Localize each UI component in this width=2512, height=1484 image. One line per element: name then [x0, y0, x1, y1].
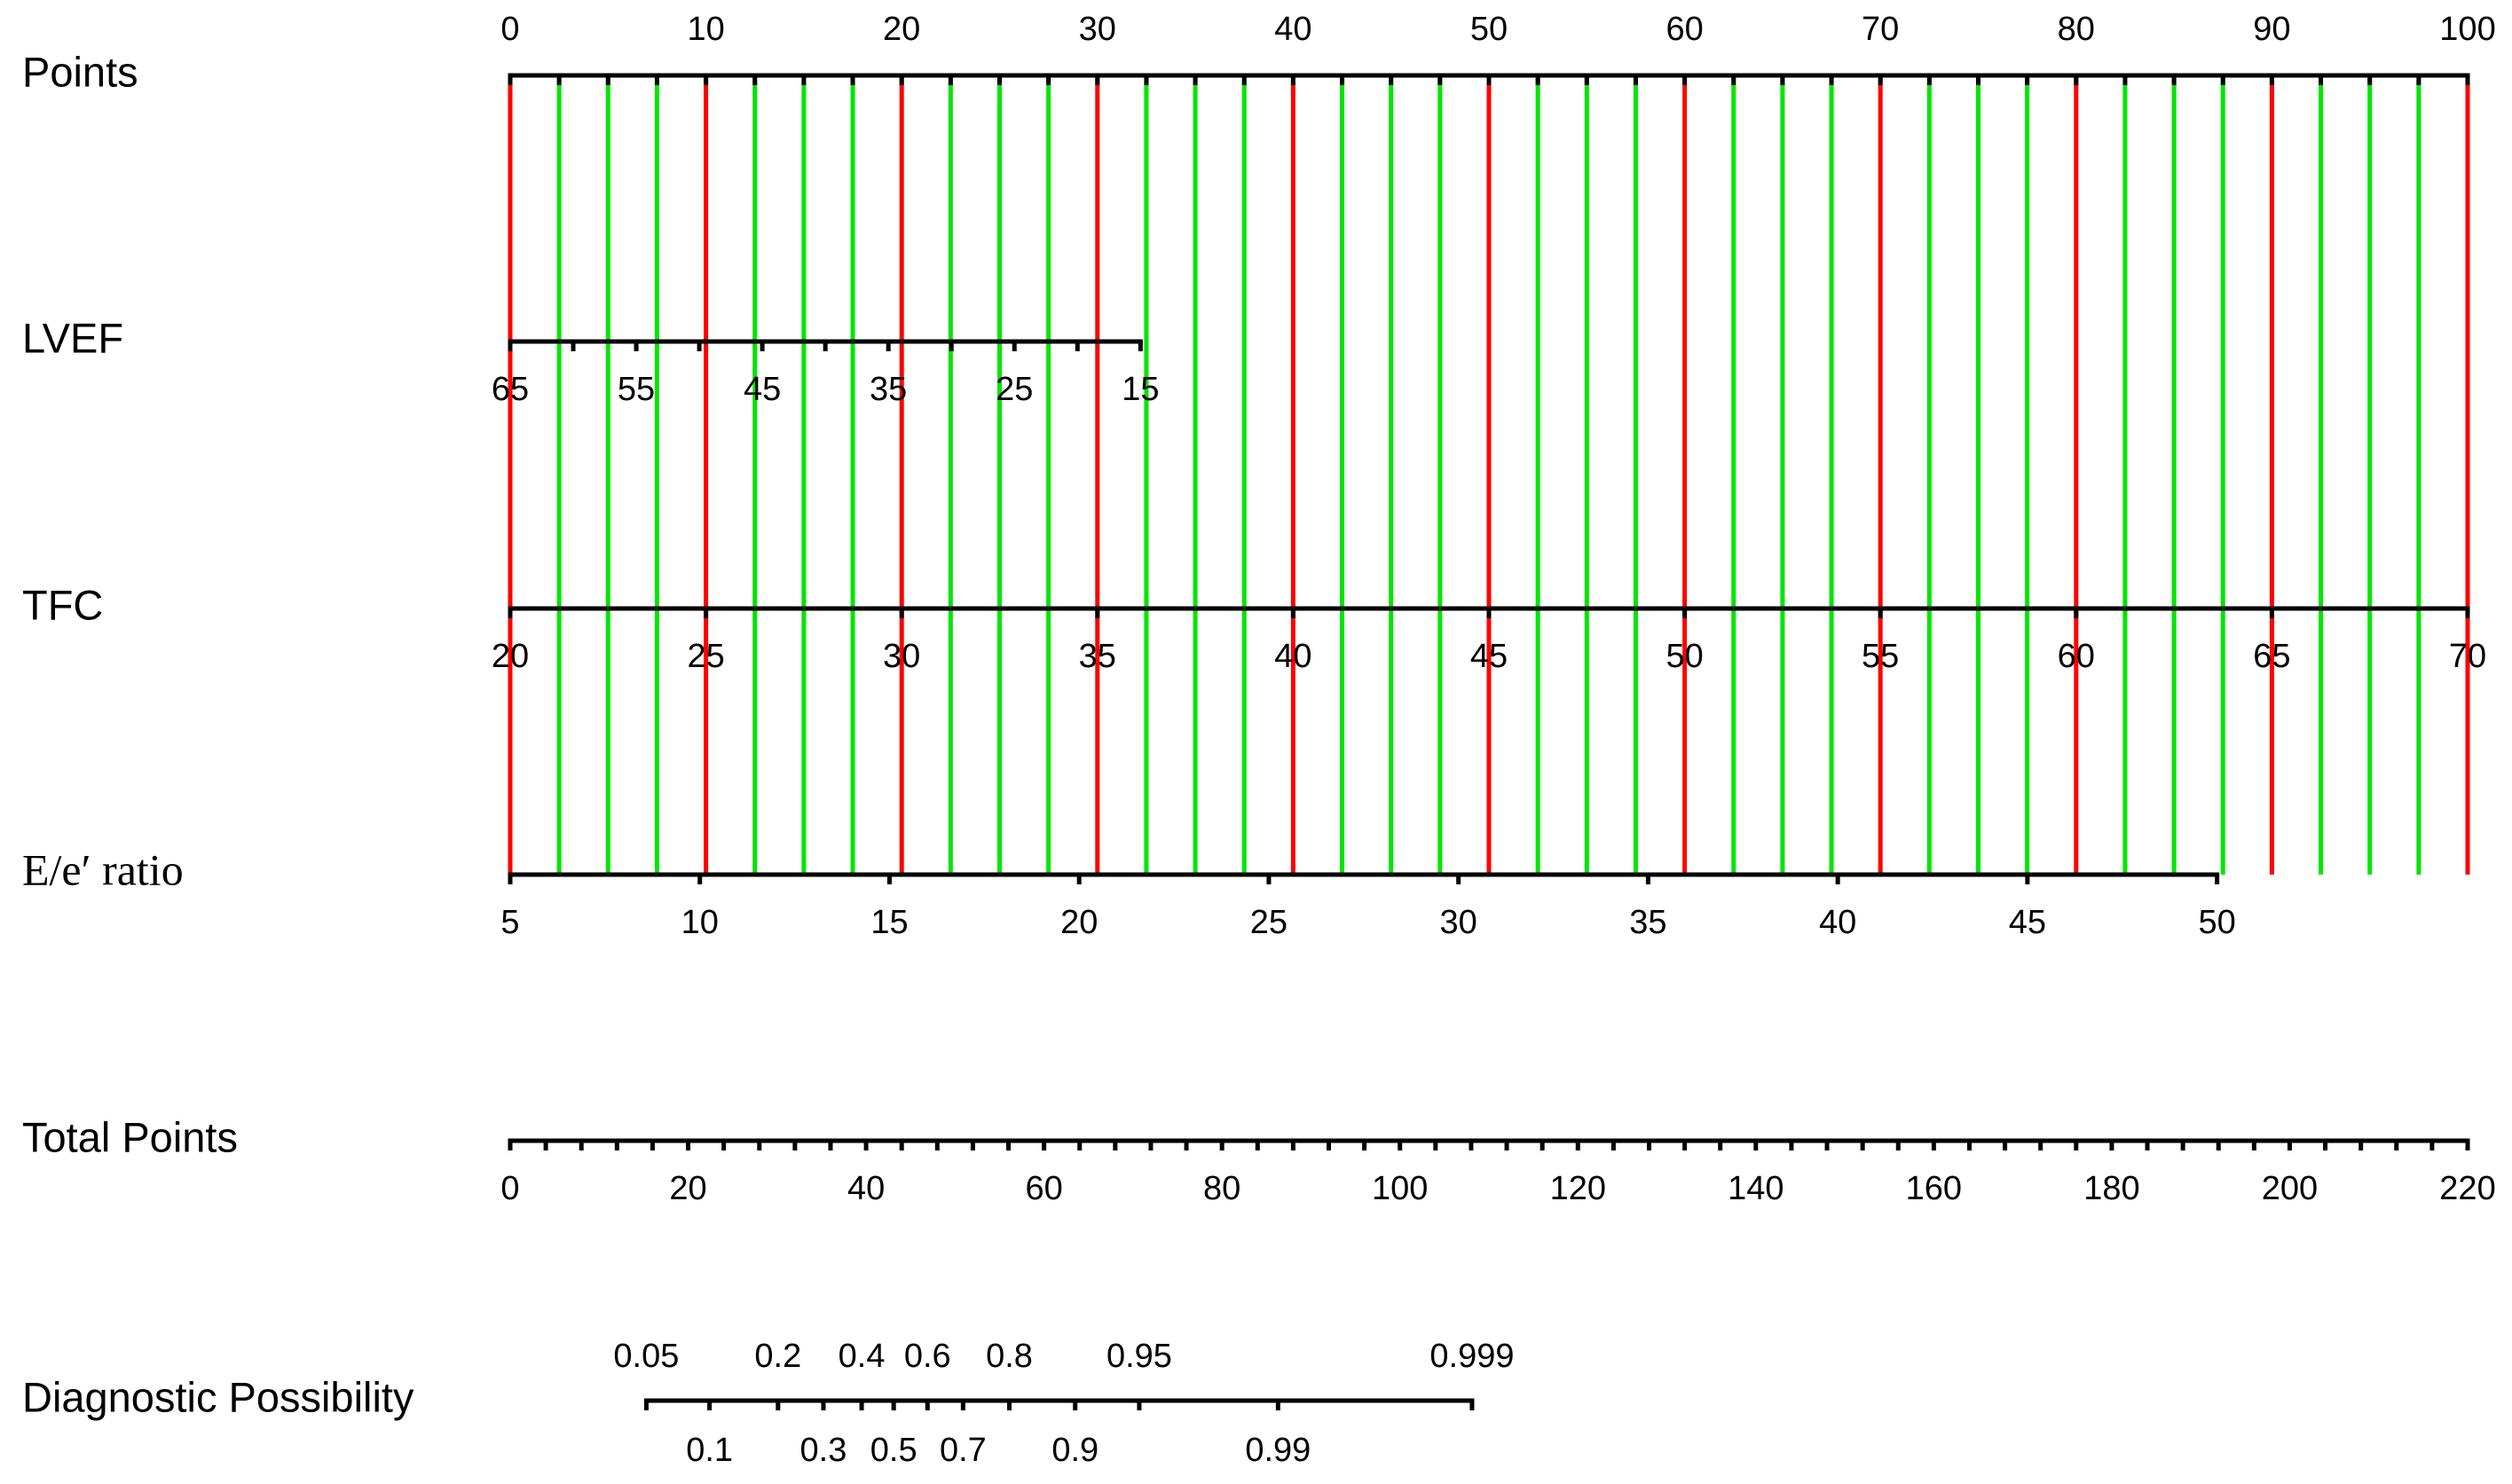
axis-name: TFC: [22, 581, 103, 628]
tick-label: 140: [1728, 1170, 1784, 1207]
tick-label: 0.999: [1429, 1338, 1514, 1375]
tick-label: 30: [883, 638, 920, 675]
axis-name: E/e′ ratio: [22, 844, 184, 894]
tick-label: 0.95: [1106, 1338, 1172, 1375]
tick-label: 50: [1470, 11, 1508, 48]
tick-label: 60: [2058, 638, 2095, 675]
tick-label: 30: [1079, 11, 1116, 48]
tick-label: 20: [1060, 904, 1098, 941]
tick-label: 40: [847, 1170, 885, 1207]
tick-label: 50: [2198, 904, 2235, 941]
tick-label: 70: [1862, 11, 1899, 48]
tick-label: 15: [1122, 371, 1159, 408]
tick-label: 0.8: [986, 1338, 1033, 1375]
tick-label: 60: [1665, 11, 1703, 48]
tick-label: 50: [1665, 638, 1703, 675]
tick-label: 0.2: [754, 1338, 801, 1375]
tick-label: 0.4: [839, 1338, 886, 1375]
tick-label: 25: [1250, 904, 1287, 941]
tick-label: 0: [500, 1170, 519, 1207]
tick-label: 40: [1274, 11, 1311, 48]
tick-label: 200: [2262, 1170, 2318, 1207]
tick-label: 20: [669, 1170, 706, 1207]
tick-label: 40: [1274, 638, 1311, 675]
tick-label: 5: [500, 904, 519, 941]
tick-label: 10: [687, 11, 724, 48]
tick-label: 65: [2253, 638, 2290, 675]
tick-label: 35: [1079, 638, 1116, 675]
tick-label: 0.6: [904, 1338, 951, 1375]
tick-label: 120: [1550, 1170, 1606, 1207]
tick-label: 25: [996, 371, 1033, 408]
tick-label: 55: [1862, 638, 1899, 675]
tick-label: 15: [870, 904, 908, 941]
tick-label: 100: [1372, 1170, 1428, 1207]
tick-label: 55: [618, 371, 655, 408]
axis-name: Total Points: [22, 1113, 238, 1160]
tick-label: 45: [744, 371, 781, 408]
tick-label: 80: [1203, 1170, 1240, 1207]
tick-label: 80: [2058, 11, 2095, 48]
tick-label: 100: [2439, 11, 2495, 48]
axis-name: Diagnostic Possibility: [22, 1373, 414, 1420]
tick-label: 0.7: [940, 1432, 987, 1469]
tick-label: 30: [1440, 904, 1477, 941]
tick-label: 25: [687, 638, 724, 675]
tick-label: 10: [681, 904, 719, 941]
tick-label: 20: [492, 638, 529, 675]
tick-label: 35: [1629, 904, 1666, 941]
tick-label: 180: [2083, 1170, 2139, 1207]
tick-label: 0.3: [800, 1432, 847, 1469]
tick-label: 45: [2009, 904, 2046, 941]
tick-label: 0.9: [1051, 1432, 1099, 1469]
tick-label: 65: [492, 371, 529, 408]
tick-label: 40: [1819, 904, 1856, 941]
tick-label: 0.1: [686, 1432, 733, 1469]
tick-label: 35: [870, 371, 907, 408]
axis-name: LVEF: [22, 314, 123, 361]
tick-label: 0: [500, 11, 519, 48]
tick-label: 70: [2449, 638, 2486, 675]
tick-label: 20: [883, 11, 920, 48]
tick-label: 60: [1025, 1170, 1062, 1207]
tick-label: 0.5: [870, 1432, 917, 1469]
tick-label: 45: [1470, 638, 1508, 675]
tick-label: 160: [1906, 1170, 1962, 1207]
axis-name: Points: [22, 48, 138, 95]
tick-label: 0.99: [1245, 1432, 1311, 1469]
tick-label: 0.05: [613, 1338, 679, 1375]
tick-label: 220: [2439, 1170, 2495, 1207]
tick-label: 90: [2253, 11, 2290, 48]
